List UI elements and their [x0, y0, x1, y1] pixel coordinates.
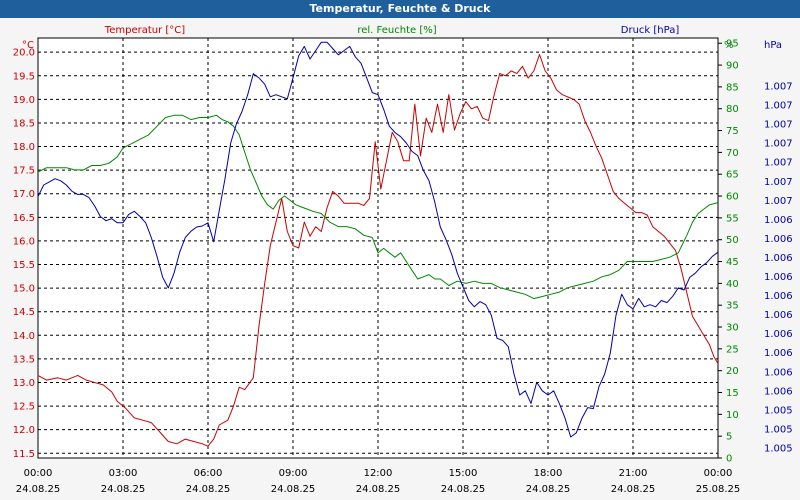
x-tick-time: 15:00	[449, 468, 478, 479]
grid	[38, 38, 718, 458]
humidity-tick: 35	[726, 301, 739, 312]
humidity-tick: 5	[726, 432, 732, 443]
humidity-tick: 70	[726, 148, 739, 159]
pressure-tick: 1.006	[764, 234, 793, 245]
humidity-tick: 45	[726, 257, 739, 268]
humidity-unit-label: %	[724, 40, 734, 51]
x-tick-date: 24.08.25	[16, 484, 61, 495]
x-tick-time: 00:00	[704, 468, 733, 479]
pressure-tick: 1.006	[764, 386, 793, 397]
temperature-tick: 13.5	[13, 354, 35, 365]
humidity-axis-title: rel. Feuchte [%]	[357, 25, 436, 36]
temperature-tick: 14.0	[13, 331, 35, 342]
temperature-tick: 19.5	[13, 71, 35, 82]
pressure-tick: 1.006	[764, 348, 793, 359]
humidity-tick: 65	[726, 170, 739, 181]
pressure-tick: 1.006	[764, 367, 793, 378]
x-tick-date: 24.08.25	[271, 484, 316, 495]
temperature-tick: 20.0	[13, 48, 35, 59]
temperature-tick: 17.0	[13, 189, 35, 200]
temperature-tick: 16.0	[13, 236, 35, 247]
x-tick-time: 18:00	[534, 468, 563, 479]
series-group	[37, 41, 719, 447]
temperature-tick: 17.5	[13, 166, 35, 177]
humidity-tick: 20	[726, 366, 739, 377]
pressure-unit-label: hPa	[764, 40, 782, 51]
series-line-temperature	[37, 54, 719, 447]
x-tick-time: 00:00	[24, 468, 53, 479]
x-tick-date: 24.08.25	[611, 484, 656, 495]
x-tick-time: 06:00	[194, 468, 223, 479]
x-tick-date: 25.08.25	[696, 484, 741, 495]
pressure-tick: 1.006	[764, 253, 793, 264]
temperature-tick: 12.5	[13, 402, 35, 413]
humidity-tick: 80	[726, 104, 739, 115]
humidity-tick: 85	[726, 82, 739, 93]
pressure-tick: 1.005	[764, 424, 793, 435]
temperature-tick: 16.5	[13, 213, 35, 224]
humidity-tick: 75	[726, 126, 739, 137]
humidity-tick: 60	[726, 192, 739, 203]
pressure-tick: 1.006	[764, 329, 793, 340]
humidity-tick: 10	[726, 410, 739, 421]
humidity-tick: 30	[726, 323, 739, 334]
pressure-tick: 1.006	[764, 272, 793, 283]
pressure-tick: 1.007	[764, 101, 793, 112]
pressure-tick: 1.006	[764, 310, 793, 321]
humidity-tick: 50	[726, 235, 739, 246]
x-tick-time: 03:00	[109, 468, 138, 479]
x-tick-date: 24.08.25	[101, 484, 146, 495]
x-tick-date: 24.08.25	[441, 484, 486, 495]
series-line-pressure	[37, 41, 719, 438]
temperature-tick: 15.5	[13, 260, 35, 271]
humidity-tick: 40	[726, 279, 739, 290]
temperature-tick: 18.0	[13, 142, 35, 153]
temperature-tick: 12.0	[13, 425, 35, 436]
x-tick-time: 21:00	[619, 468, 648, 479]
temperature-unit-label: °C	[22, 40, 34, 51]
temperature-tick: 19.0	[13, 95, 35, 106]
pressure-axis-title: Druck [hPa]	[621, 25, 680, 36]
temperature-axis-title: Temperatur [°C]	[104, 25, 185, 36]
pressure-tick: 1.006	[764, 291, 793, 302]
pressure-tick: 1.007	[764, 158, 793, 169]
temperature-tick: 11.5	[13, 449, 35, 460]
pressure-tick: 1.007	[764, 196, 793, 207]
axes: 00:00 24.08.25 03:00 24.08.25 06:00 24.08.25 0…	[13, 39, 793, 495]
temperature-tick: 14.5	[13, 307, 35, 318]
x-tick-date: 24.08.25	[356, 484, 401, 495]
humidity-tick: 0	[726, 454, 732, 465]
x-tick-date: 24.08.25	[186, 484, 231, 495]
humidity-tick: 15	[726, 388, 739, 399]
temperature-tick: 15.0	[13, 284, 35, 295]
pressure-tick: 1.005	[764, 444, 793, 455]
humidity-tick: 95	[726, 39, 739, 50]
temperature-tick: 13.0	[13, 378, 35, 389]
pressure-tick: 1.005	[764, 405, 793, 416]
chart-area: 00:00 24.08.25 03:00 24.08.25 06:00 24.08.25 0…	[13, 25, 793, 495]
pressure-tick: 1.007	[764, 120, 793, 131]
humidity-tick: 90	[726, 61, 739, 72]
pressure-tick: 1.007	[764, 139, 793, 150]
temperature-tick: 18.5	[13, 118, 35, 129]
pressure-tick: 1.006	[764, 215, 793, 226]
series-line-humidity	[37, 114, 719, 300]
x-tick-time: 09:00	[279, 468, 308, 479]
x-tick-time: 12:00	[364, 468, 393, 479]
humidity-tick: 55	[726, 213, 739, 224]
chart-title: Temperatur, Feuchte & Druck	[0, 0, 800, 18]
pressure-tick: 1.007	[764, 177, 793, 188]
pressure-tick: 1.007	[764, 82, 793, 93]
x-tick-date: 24.08.25	[526, 484, 571, 495]
humidity-tick: 25	[726, 344, 739, 355]
